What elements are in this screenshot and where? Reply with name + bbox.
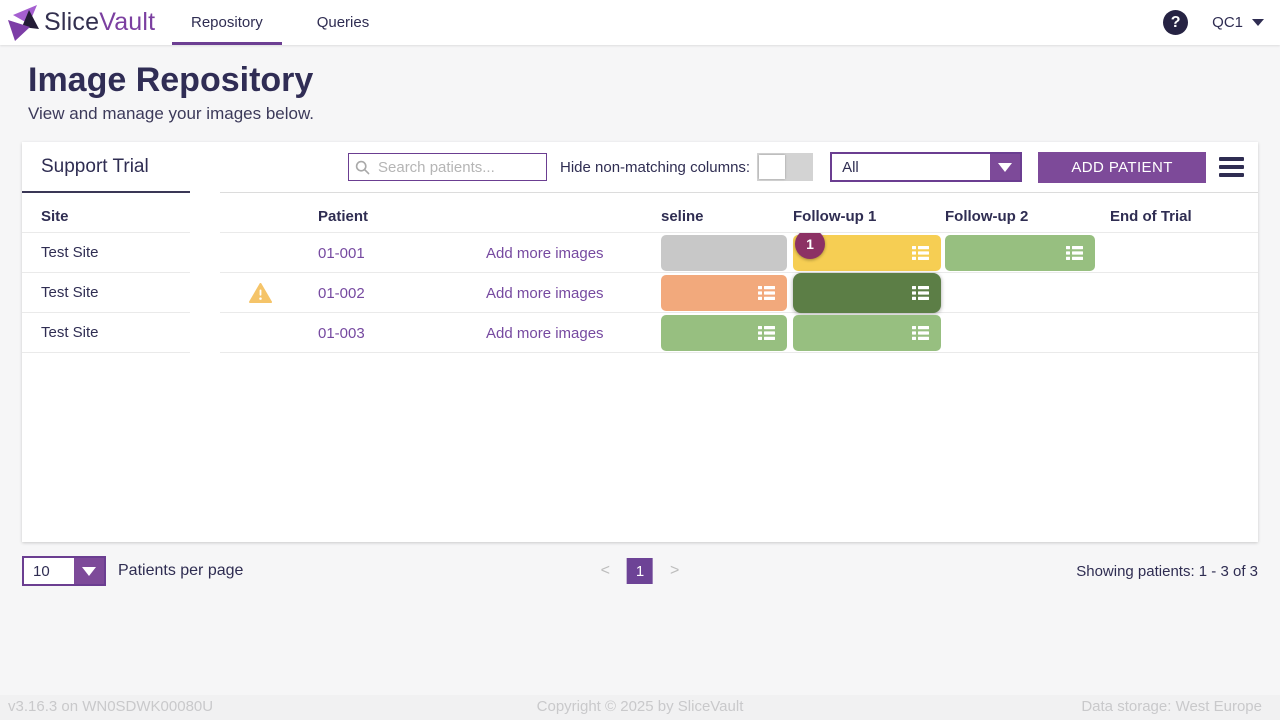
image-list-icon (912, 246, 929, 260)
slicevault-logo-icon (5, 3, 41, 43)
table-header-main: Patient seline Follow-up 1 Follow-up 2 E… (220, 201, 1258, 233)
caret-down-icon (998, 162, 1013, 172)
image-list-icon (912, 286, 929, 300)
patient-link[interactable]: 01-003 (318, 324, 365, 342)
column-header-endoftrial: End of Trial (1110, 208, 1192, 225)
hide-columns-toggle[interactable] (757, 153, 814, 181)
footer-copyright: Copyright © 2025 by SliceVault (536, 698, 744, 715)
brand-name-secondary: Vault (99, 8, 156, 36)
dropdown-caret (74, 558, 104, 584)
image-list-icon (758, 326, 775, 340)
visit-cell[interactable] (793, 315, 941, 351)
patient-search (348, 153, 547, 181)
visit-cell[interactable] (793, 273, 941, 313)
toggle-knob (759, 155, 786, 179)
patient-link[interactable]: 01-001 (318, 244, 365, 262)
trial-name: Support Trial (41, 155, 149, 177)
column-header-followup1: Follow-up 1 (793, 208, 877, 225)
site-cell: Test Site (22, 273, 190, 313)
per-page-label: Patients per page (118, 562, 244, 579)
toolbar-controls: Hide non-matching columns: All ADD PATIE… (220, 142, 1258, 193)
user-menu-label: QC1 (1212, 14, 1243, 31)
image-list-icon (758, 286, 775, 300)
site-cell: Test Site (22, 233, 190, 273)
brand-name: SliceVault (44, 8, 155, 37)
nav-right: ? QC1 (1163, 0, 1280, 45)
current-page-button[interactable]: 1 (627, 558, 653, 584)
image-list-icon (912, 326, 929, 340)
next-page-button[interactable]: > (670, 562, 680, 579)
help-icon[interactable]: ? (1163, 10, 1189, 35)
table-row: Test Site 01-003 Add more images (22, 313, 1258, 353)
site-label: Test Site (41, 244, 99, 261)
chevron-down-icon (1252, 19, 1264, 26)
hide-columns-label: Hide non-matching columns: (560, 158, 751, 176)
search-icon (355, 160, 370, 175)
pager: < 1 > (600, 558, 680, 584)
warning-icon (248, 283, 272, 303)
tab-repository[interactable]: Repository (164, 0, 290, 45)
patient-link[interactable]: 01-002 (318, 284, 365, 302)
trial-toolbar: Support Trial Hide non-matching columns:… (22, 142, 1258, 193)
user-menu[interactable]: QC1 (1212, 14, 1264, 31)
page-head: Image Repository View and manage your im… (0, 45, 1280, 132)
add-images-link[interactable]: Add more images (486, 244, 604, 262)
trial-card: Support Trial Hide non-matching columns:… (22, 142, 1258, 542)
table-body: Test Site 01-001 Add more images (22, 233, 1258, 542)
page-subtitle: View and manage your images below. (28, 104, 315, 123)
nav-tabs: Repository Queries (164, 0, 396, 45)
column-header-patient: Patient (318, 208, 369, 225)
visit-cell[interactable]: 1 (793, 233, 941, 271)
add-images-link[interactable]: Add more images (486, 324, 604, 342)
image-list-icon (1066, 246, 1083, 260)
visit-cell[interactable] (661, 275, 787, 311)
site-label: Test Site (41, 324, 99, 341)
page-title: Image Repository (28, 61, 314, 99)
page-footer: v3.16.3 on WN0SDWK00080U Copyright © 202… (0, 695, 1280, 720)
pagination-bar: 10 Patients per page < 1 > Showing patie… (22, 554, 1258, 588)
table-header-row: Site Patient seline Follow-up 1 Follow-u… (22, 201, 1258, 233)
dropdown-caret (990, 154, 1021, 180)
site-label: Test Site (41, 284, 99, 301)
visit-cell[interactable] (945, 235, 1095, 271)
trial-name-section: Support Trial (22, 142, 190, 193)
per-page-dropdown[interactable]: 10 (22, 556, 106, 586)
table-row: Test Site 01-002 Add more images (22, 273, 1258, 313)
table-row: Test Site 01-001 Add more images (22, 233, 1258, 273)
showing-summary: Showing patients: 1 - 3 of 3 (1076, 562, 1258, 580)
brand-name-primary: Slice (44, 8, 100, 36)
top-nav-bar: SliceVault Repository Queries ? QC1 (0, 0, 1280, 45)
brand-logo[interactable]: SliceVault (0, 0, 164, 45)
prev-page-button[interactable]: < (600, 562, 610, 579)
visit-cell[interactable] (661, 315, 787, 351)
count-badge: 1 (795, 233, 825, 259)
search-input[interactable] (376, 157, 546, 177)
add-images-link[interactable]: Add more images (486, 284, 604, 302)
filter-selected-value: All (842, 158, 859, 176)
visit-cell[interactable] (661, 235, 787, 271)
footer-version: v3.16.3 on WN0SDWK00080U (8, 698, 214, 715)
toolbar-spacer (190, 142, 220, 193)
caret-down-icon (82, 566, 96, 576)
column-header-baseline: seline (661, 208, 704, 225)
column-header-followup2: Follow-up 2 (945, 208, 1029, 225)
site-cell: Test Site (22, 313, 190, 353)
filter-dropdown[interactable]: All (830, 152, 1023, 182)
hamburger-menu-icon[interactable] (1219, 153, 1244, 181)
add-patient-button[interactable]: ADD PATIENT (1038, 151, 1207, 183)
footer-storage: Data storage: West Europe (1081, 698, 1262, 715)
per-page-value: 10 (33, 562, 50, 580)
tab-queries[interactable]: Queries (316, 14, 370, 31)
column-header-site: Site (22, 201, 190, 233)
